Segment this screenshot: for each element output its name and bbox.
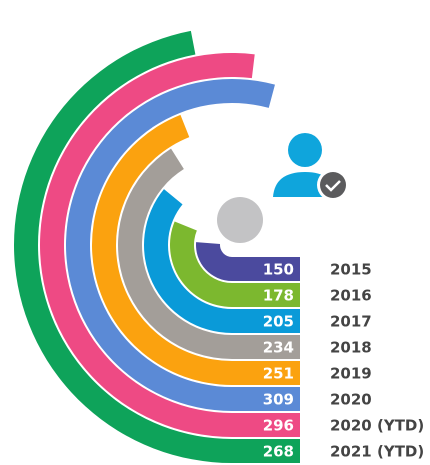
bar	[196, 242, 300, 281]
category-label: 2020 (YTD)	[330, 417, 424, 435]
value-label: 268	[263, 443, 294, 461]
bars	[13, 30, 301, 464]
bar	[170, 221, 300, 307]
center-circle	[217, 197, 263, 243]
category-label: 2016	[330, 287, 372, 305]
value-label: 251	[263, 365, 294, 383]
category-label: 2017	[330, 313, 372, 331]
value-label: 309	[263, 391, 294, 409]
category-label: 2021 (YTD)	[330, 443, 424, 461]
value-label: 178	[263, 287, 294, 305]
category-label: 2020	[330, 391, 372, 409]
category-label: 2015	[330, 261, 372, 279]
bar	[118, 148, 301, 359]
value-label: 296	[263, 417, 294, 435]
category-label: 2019	[330, 365, 372, 383]
value-label: 234	[263, 339, 294, 357]
user-icon	[273, 133, 349, 201]
value-label: 205	[263, 313, 294, 331]
category-label: 2018	[330, 339, 372, 357]
bar	[143, 189, 300, 333]
value-label: 150	[263, 261, 294, 279]
